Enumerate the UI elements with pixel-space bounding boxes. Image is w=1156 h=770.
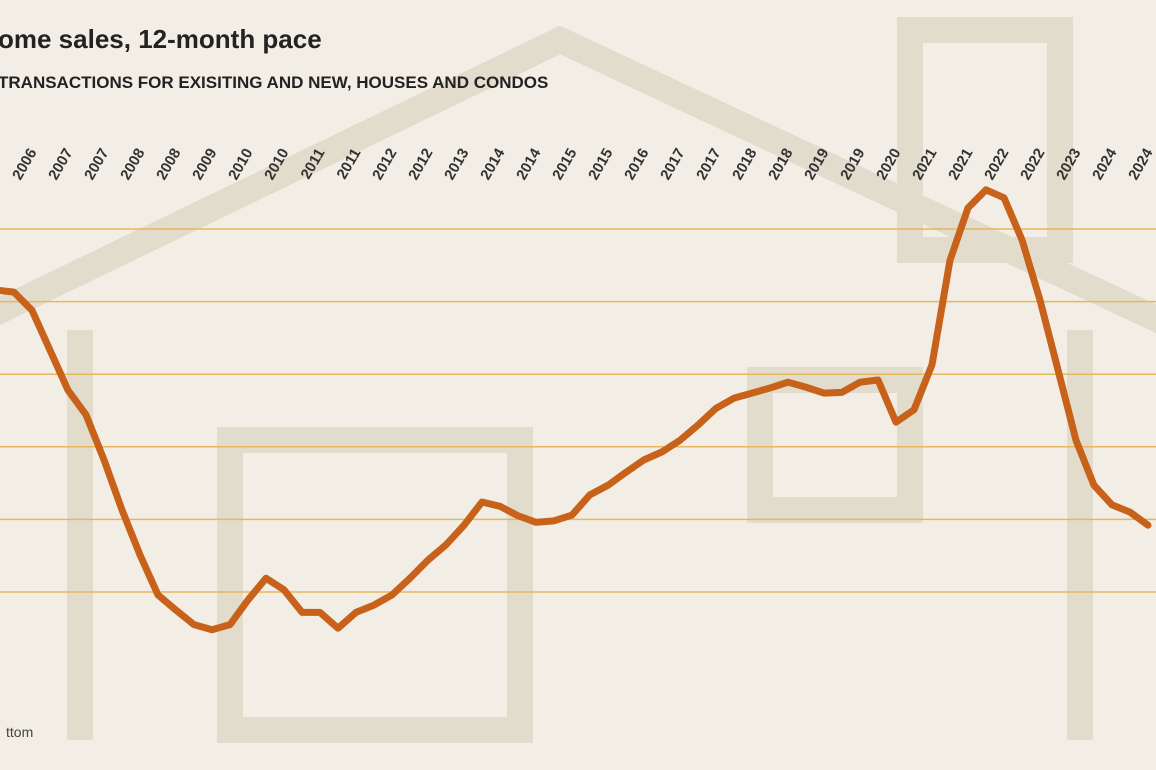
house-backdrop [0,17,1156,743]
x-tick-label: 5 [0,146,4,162]
chart-title: ome sales, 12-month pace [0,24,322,54]
data-line [0,186,1152,634]
chart-subtitle: TRANSACTIONS FOR EXISITING AND NEW, HOUS… [0,73,548,92]
source: ttom [6,724,33,740]
